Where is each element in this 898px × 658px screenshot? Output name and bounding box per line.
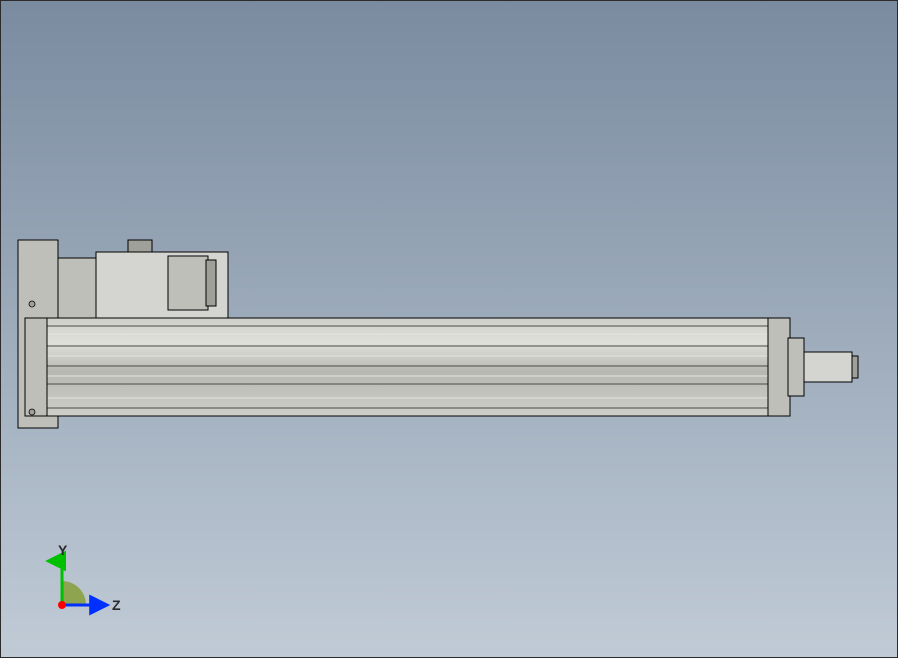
motor-bracket: [168, 256, 208, 310]
motor-adapter: [58, 258, 98, 318]
axis-y-label: Y: [58, 542, 68, 558]
triad-origin-icon: [58, 601, 66, 609]
cad-viewport[interactable]: Y Z: [0, 0, 898, 658]
right-end-cap: [768, 318, 790, 416]
axis-z-label: Z: [112, 597, 121, 613]
motor-bracket-lip: [206, 260, 216, 306]
rod-tip-end: [852, 356, 858, 378]
rod-tip: [804, 352, 852, 382]
cad-scene-svg[interactable]: Y Z: [0, 0, 898, 658]
rod-flange: [788, 338, 804, 396]
left-end-cap: [25, 318, 47, 416]
motor-connector-cap: [128, 240, 152, 252]
actuator-barrel: [45, 318, 785, 416]
